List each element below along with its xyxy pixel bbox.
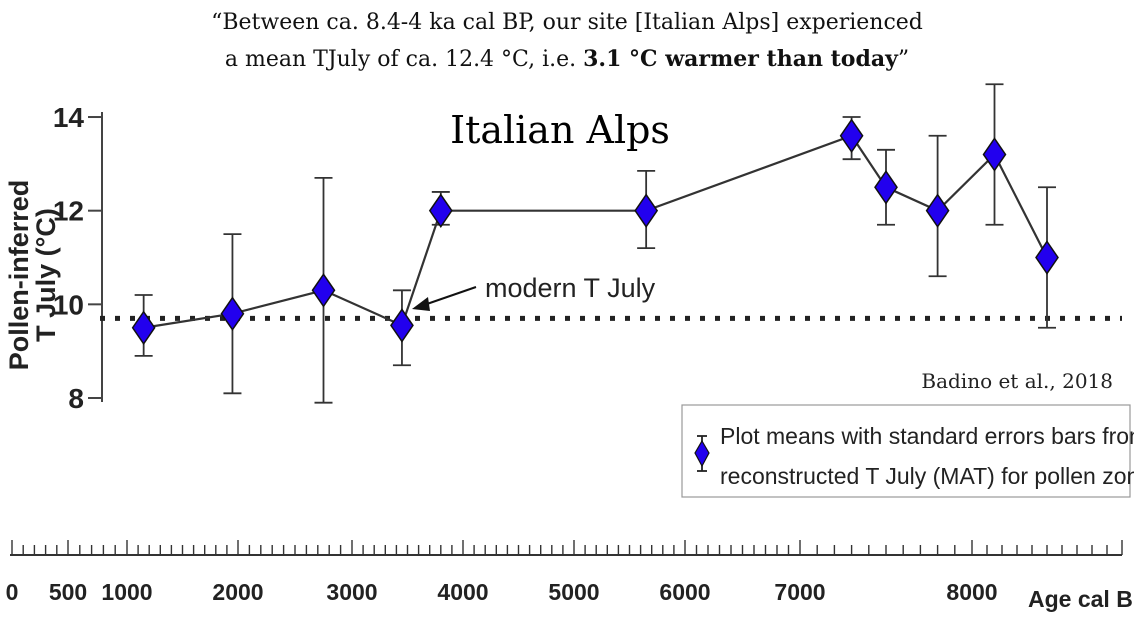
x-tick-label: 0	[6, 579, 19, 605]
x-tick-label: 1000	[101, 579, 152, 605]
error-bars	[134, 83, 1056, 404]
quote-line-2: a mean TJuly of ca. 12.4 °C, i.e. 3.1 °C…	[0, 48, 1134, 71]
data-point	[925, 193, 950, 229]
legend-line-2: reconstructed T July (MAT) for pollen zo…	[720, 463, 1134, 489]
x-tick-labels: 0 500 1000 2000 3000 4000 5000 6000 7000 8000	[6, 579, 998, 605]
y-axis-label-line-1: Pollen-inferred	[4, 180, 34, 371]
data-point	[1035, 240, 1059, 275]
quote-close-mark: ”	[897, 47, 910, 72]
legend-box	[681, 404, 1131, 498]
legend: Plot means with standard errors bars fro…	[681, 404, 1134, 498]
legend-line-1: Plot means with standard errors bars fro…	[720, 423, 1134, 449]
data-point	[390, 308, 414, 343]
y-tick-label: 12	[53, 196, 84, 227]
x-tick-label: 6000	[659, 579, 710, 605]
y-tick-label: 10	[53, 289, 84, 320]
legend-symbol	[694, 435, 710, 472]
data-point	[311, 272, 336, 308]
y-tick-label: 8	[68, 383, 84, 414]
chart-title: Italian Alps	[450, 108, 670, 152]
data-point	[220, 296, 245, 332]
y-axis-label-line-2: T July (°C)	[31, 208, 61, 342]
x-tick-label: 7000	[774, 579, 825, 605]
quote-line-1: “Between ca. 8.4-4 ka cal BP, our site […	[211, 10, 923, 35]
quote-emphasis: 3.1 °C warmer than today	[583, 46, 898, 72]
x-tick-label: 4000	[437, 579, 488, 605]
data-markers	[131, 118, 1059, 346]
x-minor-ticks	[11, 540, 1123, 555]
citation: Badino et al., 2018	[921, 369, 1113, 393]
x-tick-label: 8000	[946, 579, 997, 605]
data-point	[839, 118, 864, 154]
y-ticks: 14 12 10 8	[53, 102, 102, 414]
data-point	[131, 310, 156, 346]
data-point	[634, 193, 659, 229]
y-tick-label: 14	[53, 102, 85, 133]
x-axis-label: Age cal BP	[1028, 586, 1134, 612]
y-axis-label: Pollen-inferred T July (°C)	[4, 180, 61, 371]
x-tick-label: 3000	[326, 579, 377, 605]
x-tick-label: 2000	[212, 579, 263, 605]
data-point	[982, 137, 1007, 172]
reference-annotation: modern T July	[485, 273, 656, 303]
quote-line-2-text: a mean TJuly of ca. 12.4 °C, i.e.	[224, 47, 584, 72]
x-tick-label: 5000	[548, 579, 599, 605]
annotation-arrow	[412, 286, 477, 311]
data-point	[428, 193, 453, 229]
x-tick-label: 500	[49, 579, 87, 605]
data-point	[874, 169, 898, 205]
